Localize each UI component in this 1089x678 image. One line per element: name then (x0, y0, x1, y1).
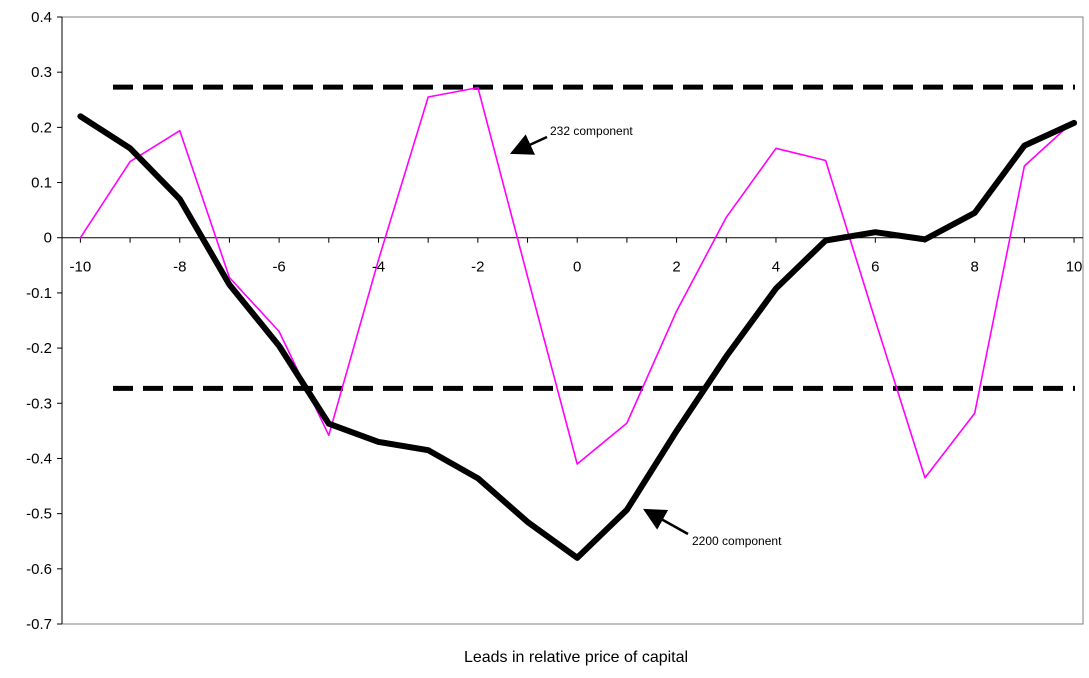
annotation-arrow (509, 134, 548, 155)
x-tick-label: -10 (70, 259, 92, 276)
annotations-group: 232 component 2200 component (509, 124, 782, 548)
x-tick-label: -6 (272, 259, 285, 276)
tick-labels-group: 0.4 0.3 0.2 0.1 0 -0.1 -0.2 -0.3 -0.4 -0.5 -0.6 -0.… (26, 9, 1082, 633)
y-tick-label: 0.2 (31, 119, 52, 136)
y-tick-label: -0.4 (26, 450, 52, 467)
y-tick-label: -0.1 (26, 285, 52, 302)
annotation-label: 2200 component (692, 534, 782, 548)
x-tick-label: 10 (1066, 259, 1083, 276)
x-tick-label: 0 (573, 259, 581, 276)
series-line-232-component (79, 86, 1075, 479)
x-tick-label: -4 (372, 259, 385, 276)
y-tick-label: -0.3 (26, 395, 52, 412)
y-tick-label: -0.5 (26, 506, 52, 523)
series-line-2200-component (77, 113, 1078, 561)
plot-area-frame (61, 16, 1084, 625)
y-tick-label: 0.4 (31, 9, 52, 26)
x-tick-label: 8 (971, 259, 979, 276)
axes-group (57, 16, 1084, 625)
x-tick-label: -8 (173, 259, 186, 276)
annotation-arrow (643, 508, 689, 536)
x-tick-label: -2 (471, 259, 484, 276)
y-tick-label: 0.1 (31, 175, 52, 192)
reference-lines-group (113, 84, 1075, 391)
x-tick-label: 4 (772, 259, 780, 276)
x-tick-label: 6 (871, 259, 879, 276)
x-tick-label: 2 (672, 259, 680, 276)
x-axis-label: Leads in relative price of capital (464, 649, 688, 666)
y-tick-label: -0.2 (26, 340, 52, 357)
y-tick-label: -0.6 (26, 561, 52, 578)
series-group (77, 86, 1078, 561)
y-tick-label: 0.3 (31, 64, 52, 81)
y-tick-label: 0 (44, 230, 52, 247)
y-tick-label: -0.7 (26, 616, 52, 633)
annotation-label: 232 component (550, 124, 633, 138)
